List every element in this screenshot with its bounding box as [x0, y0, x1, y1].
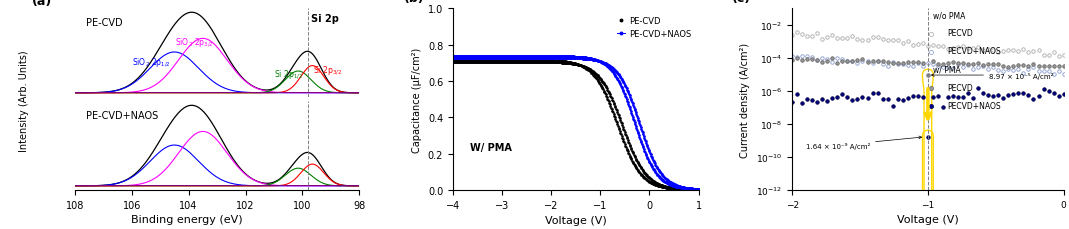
- Text: w/o PMA: w/o PMA: [933, 11, 965, 20]
- Text: (c): (c): [732, 0, 752, 5]
- Text: Si 2p$_{3/2}$: Si 2p$_{3/2}$: [313, 64, 342, 77]
- Text: Si 2p: Si 2p: [311, 14, 339, 24]
- PE-CVD: [624, 156, 637, 158]
- Text: PECVD+NAOS: PECVD+NAOS: [947, 101, 1001, 110]
- Text: PECVD+NAOS: PECVD+NAOS: [947, 47, 1001, 56]
- Text: Intensity (Arb. Units): Intensity (Arb. Units): [18, 50, 29, 151]
- PE-CVD: [527, 60, 540, 62]
- Text: (a): (a): [32, 0, 52, 8]
- Text: PECVD: PECVD: [947, 29, 973, 38]
- Text: PE-CVD: PE-CVD: [87, 18, 123, 28]
- PE-CVD+NAOS: [527, 55, 540, 58]
- PE-CVD: [447, 59, 460, 62]
- Text: (b): (b): [404, 0, 424, 5]
- Y-axis label: Current density (A/cm²): Current density (A/cm²): [741, 42, 750, 157]
- Line: PE-CVD: PE-CVD: [451, 60, 700, 191]
- PE-CVD: [601, 98, 614, 101]
- Text: 8.97 × 10⁻⁵ A/cm²: 8.97 × 10⁻⁵ A/cm²: [931, 72, 1053, 79]
- Text: Binding energy (eV): Binding energy (eV): [131, 215, 243, 224]
- PE-CVD: [625, 158, 638, 161]
- Text: SiO$_2$ 2p$_{1/2}$: SiO$_2$ 2p$_{1/2}$: [133, 56, 171, 69]
- Legend: PE-CVD, PE-CVD+NAOS: PE-CVD, PE-CVD+NAOS: [614, 13, 695, 42]
- Text: PECVD: PECVD: [947, 83, 973, 92]
- PE-CVD: [476, 59, 489, 62]
- Text: PE-CVD+NAOS: PE-CVD+NAOS: [87, 111, 158, 121]
- PE-CVD+NAOS: [625, 112, 638, 115]
- PE-CVD+NAOS: [544, 55, 557, 58]
- X-axis label: Voltage (V): Voltage (V): [897, 214, 959, 224]
- Text: Si 2p$_{1/2}$: Si 2p$_{1/2}$: [274, 68, 303, 81]
- PE-CVD: [692, 188, 704, 191]
- PE-CVD+NAOS: [692, 188, 704, 191]
- Text: w/ PMA: w/ PMA: [933, 65, 961, 74]
- PE-CVD+NAOS: [476, 55, 489, 58]
- Y-axis label: Capacitance (μF/cm²): Capacitance (μF/cm²): [413, 47, 422, 152]
- Text: 1.64 × 10⁻⁹ A/cm²: 1.64 × 10⁻⁹ A/cm²: [806, 136, 921, 149]
- Text: SiO$_2$ 2p$_{3/2}$: SiO$_2$ 2p$_{3/2}$: [175, 36, 214, 49]
- Line: PE-CVD+NAOS: PE-CVD+NAOS: [451, 55, 700, 191]
- Text: W/ PMA: W/ PMA: [470, 142, 512, 152]
- PE-CVD+NAOS: [601, 65, 614, 68]
- PE-CVD+NAOS: [624, 108, 637, 111]
- PE-CVD: [544, 60, 557, 63]
- PE-CVD+NAOS: [447, 55, 460, 58]
- X-axis label: Voltage (V): Voltage (V): [545, 215, 606, 225]
